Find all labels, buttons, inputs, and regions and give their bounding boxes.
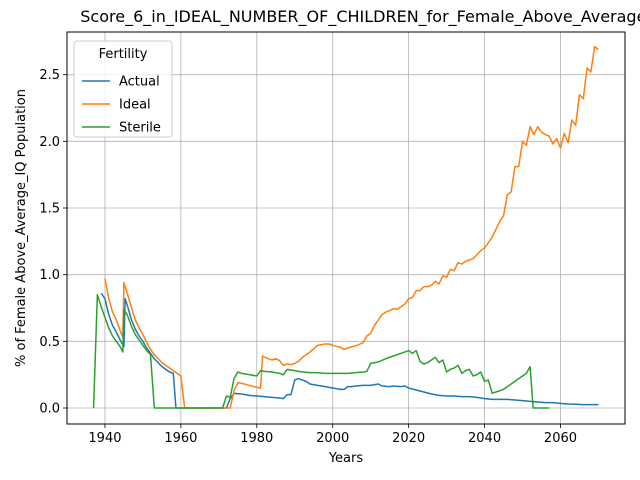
legend-title: Fertility bbox=[99, 47, 148, 62]
plot-frame bbox=[66, 31, 626, 425]
series-line-actual bbox=[100, 292, 599, 409]
chart-title: Score_6_in_IDEAL_NUMBER_OF_CHILDREN_for_… bbox=[80, 7, 640, 27]
x-tick-label: 2020 bbox=[392, 431, 425, 446]
x-tick-label: 1960 bbox=[164, 431, 197, 446]
legend: Fertility Actual Ideal Sterile bbox=[73, 40, 173, 138]
x-tick-label: 2060 bbox=[544, 431, 577, 446]
y-tick-label: 2.5 bbox=[39, 68, 60, 83]
x-tick-label: 2000 bbox=[316, 431, 349, 446]
series-line-sterile bbox=[92, 293, 550, 409]
y-tick-label: 0.0 bbox=[39, 402, 60, 417]
y-axis-label: % of Female Above_Average_IQ Population bbox=[14, 89, 29, 367]
legend-label-actual: Actual bbox=[119, 75, 160, 90]
series-lines bbox=[92, 45, 599, 409]
legend-box bbox=[73, 40, 173, 138]
x-axis-label: Years bbox=[328, 451, 364, 466]
legend-label-sterile: Sterile bbox=[119, 121, 161, 136]
x-tick-label: 1940 bbox=[88, 431, 121, 446]
y-tick-label: 1.5 bbox=[39, 202, 60, 217]
series-line-ideal bbox=[104, 45, 599, 409]
y-tick-label: 0.5 bbox=[39, 335, 60, 350]
axis-ticks: 1940 1960 1980 2000 2020 2040 2060 0.0 0.5 1.0 1.5… bbox=[39, 68, 577, 446]
y-tick-label: 2.0 bbox=[39, 135, 60, 150]
x-tick-label: 2040 bbox=[468, 431, 501, 446]
y-tick-label: 1.0 bbox=[39, 268, 60, 283]
x-tick-label: 1980 bbox=[240, 431, 273, 446]
legend-label-ideal: Ideal bbox=[119, 98, 151, 113]
